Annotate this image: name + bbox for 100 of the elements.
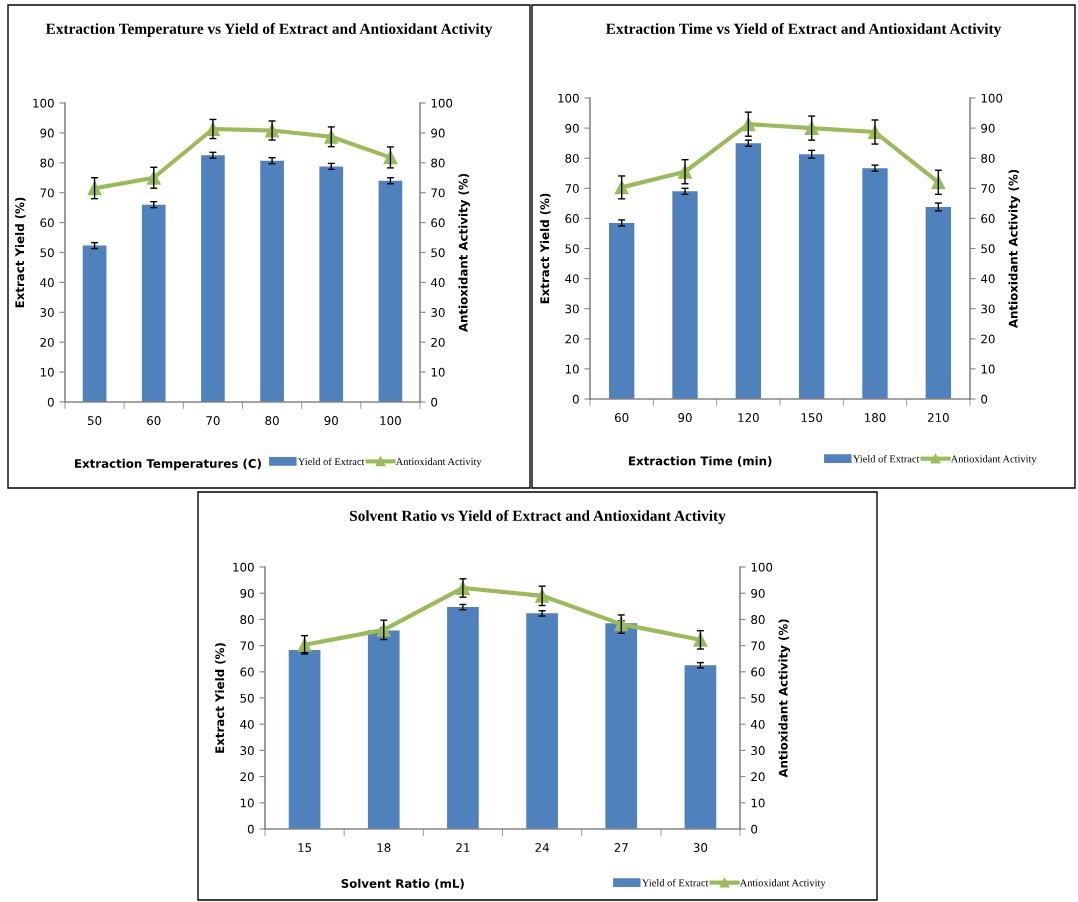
y-tick-label: 70	[240, 641, 254, 651]
y-tick-label: 80	[565, 153, 579, 163]
x-tick-label: 60	[614, 413, 629, 423]
y2-tick-label: 40	[980, 274, 995, 284]
y-tick-label: 0	[572, 394, 579, 404]
bar	[201, 155, 225, 402]
y-tick-label: 20	[40, 337, 54, 347]
bar	[684, 665, 717, 829]
x-tick-label: 150	[801, 413, 823, 423]
bar	[925, 206, 951, 399]
y-tick-label: 40	[240, 719, 254, 729]
bar	[735, 143, 761, 399]
y2-tick-label: 20	[981, 334, 995, 344]
y-tick-label: 100	[233, 562, 254, 572]
y2-tick-label: 70	[751, 641, 765, 651]
y-tick-label: 10	[240, 798, 254, 808]
y-tick-label: 30	[565, 304, 579, 314]
bar	[609, 222, 635, 399]
x-tick-label: 70	[206, 416, 220, 426]
y2-tick-label: 20	[751, 772, 765, 782]
legend-label: Yield of Extract	[853, 454, 920, 463]
y-tick-label: 50	[40, 248, 54, 258]
y-tick-label: 20	[565, 334, 579, 344]
x-tick-label: 90	[324, 416, 338, 426]
x-tick-label: 80	[265, 416, 279, 426]
y2-tick-label: 70	[981, 184, 995, 193]
y2-tick-label: 10	[981, 364, 995, 374]
y2-axis-title: Antioxidant Activity (%)	[458, 173, 471, 333]
y-tick-label: 40	[40, 278, 54, 288]
y2-tick-label: 60	[751, 667, 765, 677]
y2-tick-label: 10	[751, 798, 765, 808]
y2-tick-label: 60	[431, 218, 445, 228]
x-tick-label: 27	[614, 843, 628, 852]
legend-label: Yield of Extract	[642, 878, 709, 887]
x-tick-label: 210	[927, 413, 949, 423]
x-tick-label: 18	[377, 843, 391, 853]
bar	[605, 623, 638, 829]
x-tick-label: 15	[298, 843, 312, 853]
y2-tick-label: 40	[430, 278, 445, 288]
y2-tick-label: 0	[751, 824, 758, 834]
y-tick-label: 80	[240, 615, 254, 625]
y2-tick-label: 90	[431, 128, 445, 138]
legend-label: Antioxidant Activity	[739, 879, 826, 889]
y-tick-label: 100	[558, 93, 579, 103]
x-axis-title: Solvent Ratio (mL)	[341, 878, 464, 890]
y2-tick-label: 20	[431, 337, 445, 347]
y2-tick-label: 50	[431, 248, 445, 258]
bar	[672, 191, 698, 399]
y2-tick-label: 40	[750, 719, 765, 729]
x-tick-label: 30	[693, 843, 708, 853]
y-tick-label: 60	[40, 218, 54, 228]
chart-title: Extraction Time vs Yield of Extract and Antioxidant Activity	[606, 23, 1002, 38]
x-tick-label: 60	[147, 416, 161, 426]
y2-tick-label: 80	[751, 615, 765, 625]
legend-label: Antioxidant Activity	[395, 457, 482, 468]
x-tick-label: 180	[865, 413, 886, 423]
x-axis-title: Extraction Temperatures (C)	[75, 458, 261, 471]
bar	[526, 613, 558, 829]
chart-title: Solvent Ratio vs Yield of Extract and Antioxidant Activity	[350, 510, 726, 525]
legend-label: Antioxidant Activity	[950, 455, 1037, 465]
y-axis-title: Extract Yield (%)	[540, 193, 551, 304]
x-tick-label: 120	[738, 413, 759, 423]
y2-tick-label: 80	[431, 158, 445, 168]
bar	[367, 630, 400, 829]
y2-tick-label: 30	[751, 746, 765, 756]
y2-tick-label: 100	[981, 93, 1003, 103]
y-tick-label: 10	[40, 367, 54, 377]
y2-tick-label: 50	[751, 693, 765, 703]
y-tick-label: 10	[565, 364, 579, 374]
y-tick-label: 30	[240, 746, 254, 756]
y2-tick-label: 0	[431, 397, 438, 407]
y2-tick-label: 100	[431, 98, 453, 108]
y-tick-label: 70	[565, 184, 579, 193]
bar	[141, 204, 166, 402]
bar	[378, 180, 403, 402]
y-tick-label: 50	[240, 693, 254, 703]
x-tick-label: 21	[456, 843, 470, 852]
bar	[288, 650, 321, 829]
y-tick-label: 30	[40, 308, 54, 317]
legend-label: Yield of Extract	[298, 457, 365, 466]
y-tick-label: 100	[33, 98, 54, 108]
y-tick-label: 80	[40, 158, 54, 168]
x-axis-title: Extraction Time (min)	[629, 456, 772, 467]
y-tick-label: 70	[40, 188, 54, 198]
y2-tick-label: 0	[981, 394, 988, 404]
y2-tick-label: 50	[981, 244, 995, 254]
y2-tick-label: 30	[981, 304, 995, 314]
bar	[260, 160, 284, 402]
y2-axis-title: Antioxidant Activity (%)	[1008, 169, 1021, 329]
x-tick-label: 90	[678, 413, 692, 423]
y2-tick-label: 90	[751, 588, 765, 598]
bar	[862, 168, 888, 399]
y2-tick-label: 30	[431, 308, 445, 317]
y-tick-label: 20	[240, 772, 254, 782]
bar	[82, 245, 107, 402]
y-tick-label: 90	[240, 588, 254, 598]
y-tick-label: 60	[240, 667, 254, 677]
y2-axis-title: Antioxidant Activity (%)	[778, 619, 791, 778]
x-tick-label: 100	[380, 416, 401, 426]
y-tick-label: 50	[565, 244, 579, 254]
